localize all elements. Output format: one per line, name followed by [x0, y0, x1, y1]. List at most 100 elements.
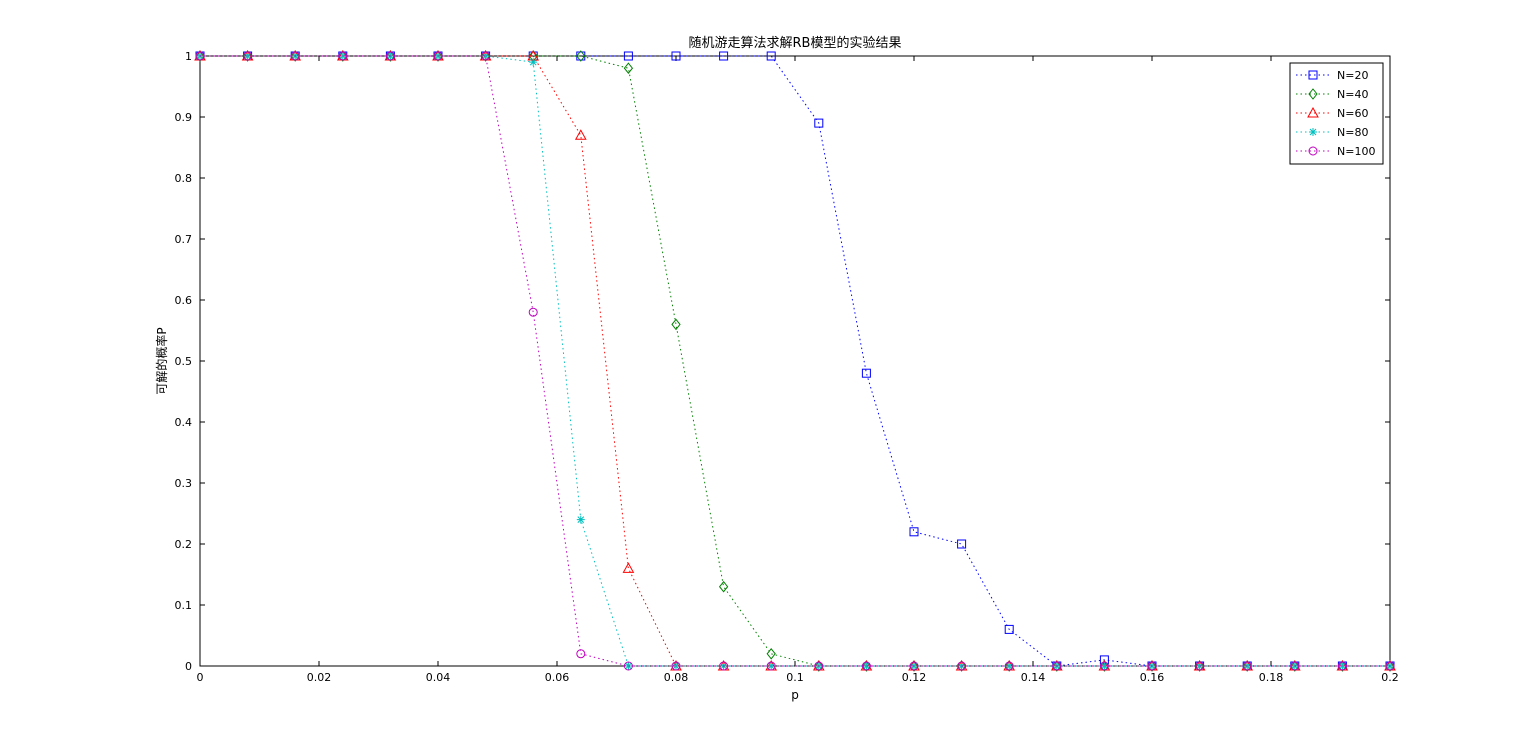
data-point-n100	[1052, 661, 1062, 671]
data-point-n100	[766, 661, 776, 671]
data-point-n40	[1337, 660, 1348, 672]
data-point-n100	[433, 51, 443, 61]
data-point-n100	[671, 661, 681, 671]
data-point-n20	[861, 368, 871, 378]
data-point-n40	[718, 580, 729, 593]
data-point-n80	[624, 662, 633, 670]
legend-entry-n40: N=40	[1296, 88, 1368, 101]
data-point-n100	[623, 661, 633, 671]
data-point-n20	[623, 51, 633, 61]
data-point-n40	[242, 50, 253, 62]
series-n100	[195, 51, 1395, 671]
series-layer	[194, 49, 1396, 672]
data-point-n80	[862, 662, 871, 670]
y-axis-label: 可解的概率P	[154, 327, 169, 394]
x-tick-label: 0.04	[426, 671, 451, 684]
data-point-n40	[195, 50, 205, 62]
data-point-n100	[290, 51, 300, 61]
x-tick-label: 0.02	[307, 671, 332, 684]
data-point-n20	[814, 118, 824, 128]
x-tick-label: 0.06	[545, 671, 570, 684]
data-point-n80	[1100, 662, 1109, 670]
x-tick-label: 0.08	[664, 671, 689, 684]
data-point-n40	[1290, 660, 1300, 672]
legend: N=20 N=40 N=60 N=80 N=100	[1289, 62, 1384, 165]
data-point-n100	[1195, 661, 1205, 671]
data-point-n40	[1147, 660, 1157, 672]
data-point-n100	[1147, 661, 1157, 671]
y-tick-label: 0.7	[175, 233, 193, 246]
data-point-n20	[957, 539, 967, 549]
x-tick-label: 0.12	[902, 671, 927, 684]
data-point-n60	[574, 129, 587, 140]
data-point-n20	[719, 51, 729, 61]
data-point-n100	[957, 661, 967, 671]
data-point-n100	[243, 51, 253, 61]
series-line-n100	[200, 55, 1390, 667]
data-point-n20	[909, 527, 919, 537]
data-point-n40	[1242, 660, 1252, 672]
y-tick-label: 0	[185, 660, 192, 673]
data-point-n100	[576, 649, 586, 659]
data-point-n80	[243, 52, 252, 60]
data-point-n40	[956, 660, 967, 672]
legend-label: N=60	[1337, 107, 1368, 120]
y-tick-label: 1	[185, 50, 192, 63]
data-point-n80	[1338, 662, 1347, 670]
x-tick-label: 0.18	[1259, 671, 1284, 684]
legend-entry-n20: N=20	[1296, 69, 1368, 82]
legend-label: N=80	[1337, 126, 1368, 139]
data-point-n100	[909, 661, 919, 671]
data-point-n40	[766, 647, 776, 660]
data-point-n40	[671, 318, 681, 331]
data-point-n40	[338, 50, 348, 62]
data-point-n100	[1099, 661, 1109, 671]
data-point-n20	[766, 51, 776, 61]
data-point-n80	[957, 662, 966, 670]
legend-entry-n60: N=60	[1296, 106, 1368, 120]
data-point-n100	[861, 661, 871, 671]
legend-label: N=20	[1337, 69, 1368, 82]
data-point-n100	[1242, 661, 1252, 671]
x-tick-label: 0	[197, 671, 204, 684]
y-tick-label: 0.4	[175, 416, 193, 429]
legend-label: N=40	[1337, 88, 1368, 101]
data-point-n100	[1004, 661, 1014, 671]
data-point-n40	[623, 62, 634, 75]
legend-entry-n80: N=80	[1296, 126, 1368, 139]
data-point-n80	[576, 515, 585, 524]
x-tick-label: 0.2	[1381, 671, 1399, 684]
data-point-n40	[1052, 660, 1062, 672]
data-point-n100	[385, 51, 395, 61]
data-point-n100	[1337, 661, 1347, 671]
data-point-n40	[1194, 660, 1205, 672]
y-tick-label: 0.1	[175, 599, 193, 612]
legend-marker-n60	[1307, 106, 1319, 118]
legend-marker-n100	[1308, 146, 1318, 156]
data-point-n80	[910, 662, 918, 670]
data-point-n100	[481, 51, 491, 61]
data-point-n20	[1004, 624, 1014, 634]
data-point-n40	[576, 50, 586, 62]
data-point-n40	[433, 50, 443, 62]
data-point-n80	[672, 662, 680, 670]
data-point-n20	[671, 51, 681, 61]
y-tick-label: 0.5	[175, 355, 193, 368]
legend-label: N=100	[1337, 145, 1375, 158]
legend-marker-n40	[1308, 88, 1318, 100]
data-point-n100	[528, 307, 538, 317]
plot-area	[199, 55, 1391, 667]
data-point-n80	[434, 52, 442, 60]
y-tick-label: 0.8	[175, 172, 193, 185]
data-point-n40	[290, 50, 300, 62]
data-point-n80	[1005, 662, 1014, 670]
y-tick-label: 0.6	[175, 294, 193, 307]
data-point-n80	[481, 52, 490, 60]
data-point-n100	[338, 51, 348, 61]
data-point-n40	[385, 50, 396, 62]
x-axis-label: p	[791, 688, 799, 702]
legend-marker-n80	[1309, 128, 1317, 136]
data-point-n80	[767, 662, 776, 670]
data-point-n100	[814, 661, 824, 671]
data-point-n40	[1385, 660, 1395, 672]
